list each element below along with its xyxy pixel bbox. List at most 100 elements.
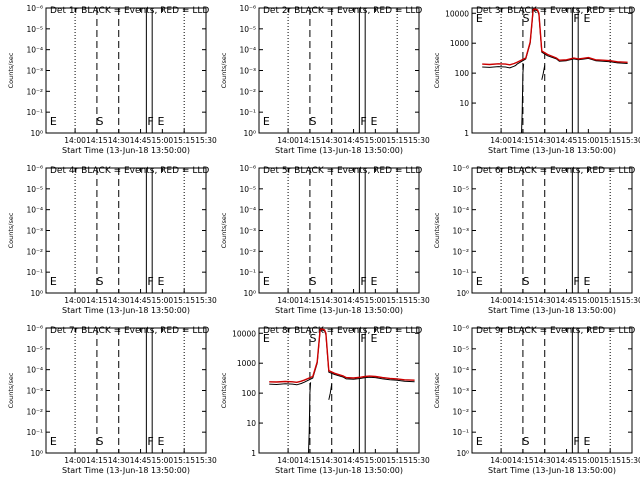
interval-marker: E (158, 435, 165, 448)
x-tick-label: 14:00 (64, 296, 86, 305)
x-tick-label: 14:15 (86, 456, 108, 465)
y-tick-label: 100 (242, 389, 257, 398)
panel-9: Det 9r BLACK = Events, RED = LLD Counts/s… (433, 324, 640, 475)
x-tick-label: 14:30 (534, 296, 556, 305)
y-tick-label: 10⁻⁵ (26, 185, 43, 194)
y-tick-label: 10⁻⁴ (26, 206, 43, 215)
y-tick-label: 10⁻⁶ (452, 164, 469, 173)
y-tick-label: 10000 (232, 329, 256, 338)
y-tick-label: 10⁰ (30, 129, 43, 138)
x-axis-label: Start Time (13-Jun-18 13:50:00) (488, 146, 616, 155)
panel-2: Det 2r BLACK = Events, RED = LLD Counts/s… (220, 4, 430, 155)
panel-1: Det 1r BLACK = Events, RED = LLD Counts/s… (7, 4, 217, 155)
y-tick-label: 10⁻² (239, 87, 256, 96)
interval-marker: E (50, 115, 57, 128)
x-tick-label: 14:00 (277, 296, 299, 305)
interval-marker: E (263, 275, 270, 288)
x-tick-label: 15:00 (152, 136, 174, 145)
x-axis-label: Start Time (13-Jun-18 13:50:00) (275, 146, 403, 155)
y-tick-label: 10⁻⁵ (452, 185, 469, 194)
x-tick-label: 15:15 (599, 456, 621, 465)
plot-frame (471, 327, 633, 454)
panel-3: Det 3r BLACK = Events, RED = LLD Counts/s… (433, 6, 640, 155)
y-tick-label: 10⁻³ (239, 67, 256, 76)
y-tick-label: 10⁰ (456, 449, 469, 458)
x-tick-label: 14:30 (321, 296, 343, 305)
x-tick-label: 14:00 (277, 136, 299, 145)
x-tick-label: 15:15 (386, 136, 408, 145)
x-tick-label: 15:30 (408, 136, 430, 145)
y-tick-label: 10⁻⁴ (26, 366, 43, 375)
interval-marker: S (522, 12, 529, 25)
panel-5: Det 5r BLACK = Events, RED = LLD Counts/s… (220, 164, 430, 315)
y-axis-label: Counts/sec (433, 372, 441, 408)
x-tick-label: 14:30 (321, 136, 343, 145)
y-axis-label: Counts/sec (7, 372, 15, 408)
interval-marker: F (360, 115, 366, 128)
x-tick-label: 14:30 (108, 296, 130, 305)
interval-marker: E (263, 115, 270, 128)
panel-8: Det 8r BLACK = Events, RED = LLD Counts/s… (220, 326, 430, 475)
x-tick-label: 14:15 (86, 296, 108, 305)
x-tick-label: 15:00 (578, 136, 600, 145)
x-tick-label: 14:30 (534, 136, 556, 145)
x-tick-label: 14:15 (512, 456, 534, 465)
panel-title: Det 8r BLACK = Events, RED = LLD (263, 326, 422, 336)
x-tick-label: 15:30 (195, 456, 217, 465)
y-tick-label: 10⁻² (239, 247, 256, 256)
panel-title: Det 9r BLACK = Events, RED = LLD (476, 326, 635, 336)
x-tick-label: 14:15 (299, 136, 321, 145)
panel-7: Det 7r BLACK = Events, RED = LLD Counts/s… (7, 324, 217, 475)
x-tick-label: 15:30 (408, 296, 430, 305)
y-tick-label: 10⁻⁶ (239, 164, 256, 173)
x-tick-label: 15:30 (621, 136, 640, 145)
interval-marker: S (309, 332, 316, 345)
y-tick-label: 10⁻² (26, 407, 43, 416)
interval-marker: F (147, 115, 153, 128)
y-tick-label: 10⁻¹ (26, 108, 43, 117)
interval-marker: S (96, 275, 103, 288)
y-tick-label: 10⁻¹ (239, 108, 256, 117)
panel-title: Det 4r BLACK = Events, RED = LLD (50, 166, 209, 176)
y-tick-label: 10⁰ (30, 449, 43, 458)
interval-marker: E (476, 12, 483, 25)
y-tick-label: 10⁻² (26, 247, 43, 256)
panel-4: Det 4r BLACK = Events, RED = LLD Counts/s… (7, 164, 217, 315)
y-tick-label: 10⁰ (456, 289, 469, 298)
y-tick-label: 10⁻⁵ (239, 185, 256, 194)
x-tick-label: 14:00 (64, 136, 86, 145)
y-tick-label: 10 (459, 99, 469, 108)
y-tick-label: 10⁻² (452, 247, 469, 256)
y-axis-label: Counts/sec (220, 372, 228, 408)
y-tick-label: 1 (251, 449, 256, 458)
series-line (308, 382, 312, 454)
x-tick-label: 15:00 (152, 296, 174, 305)
y-tick-label: 10⁻⁴ (452, 366, 469, 375)
y-axis-label: Counts/sec (433, 52, 441, 88)
y-tick-label: 10⁻⁴ (239, 206, 256, 215)
y-tick-label: 10⁻³ (26, 67, 43, 76)
x-tick-label: 15:00 (365, 296, 387, 305)
interval-marker: F (573, 435, 579, 448)
y-tick-label: 10⁻⁶ (26, 4, 43, 13)
y-tick-label: 10 (246, 419, 256, 428)
y-axis-label: Counts/sec (433, 212, 441, 248)
y-tick-label: 10⁻³ (239, 227, 256, 236)
x-tick-label: 14:15 (299, 296, 321, 305)
x-tick-label: 14:00 (490, 296, 512, 305)
interval-marker: E (476, 435, 483, 448)
interval-marker: S (96, 435, 103, 448)
interval-marker: S (96, 115, 103, 128)
plot-frame (45, 7, 207, 134)
interval-marker: F (360, 275, 366, 288)
y-tick-label: 10⁰ (243, 289, 256, 298)
interval-marker: S (309, 115, 316, 128)
x-tick-label: 15:15 (173, 296, 195, 305)
x-tick-label: 14:45 (556, 136, 578, 145)
y-tick-label: 10⁻² (452, 407, 469, 416)
x-tick-label: 15:30 (408, 456, 430, 465)
y-tick-label: 10⁻¹ (452, 428, 469, 437)
x-tick-label: 15:30 (621, 296, 640, 305)
x-tick-label: 14:45 (343, 296, 365, 305)
y-tick-label: 10⁻³ (452, 387, 469, 396)
